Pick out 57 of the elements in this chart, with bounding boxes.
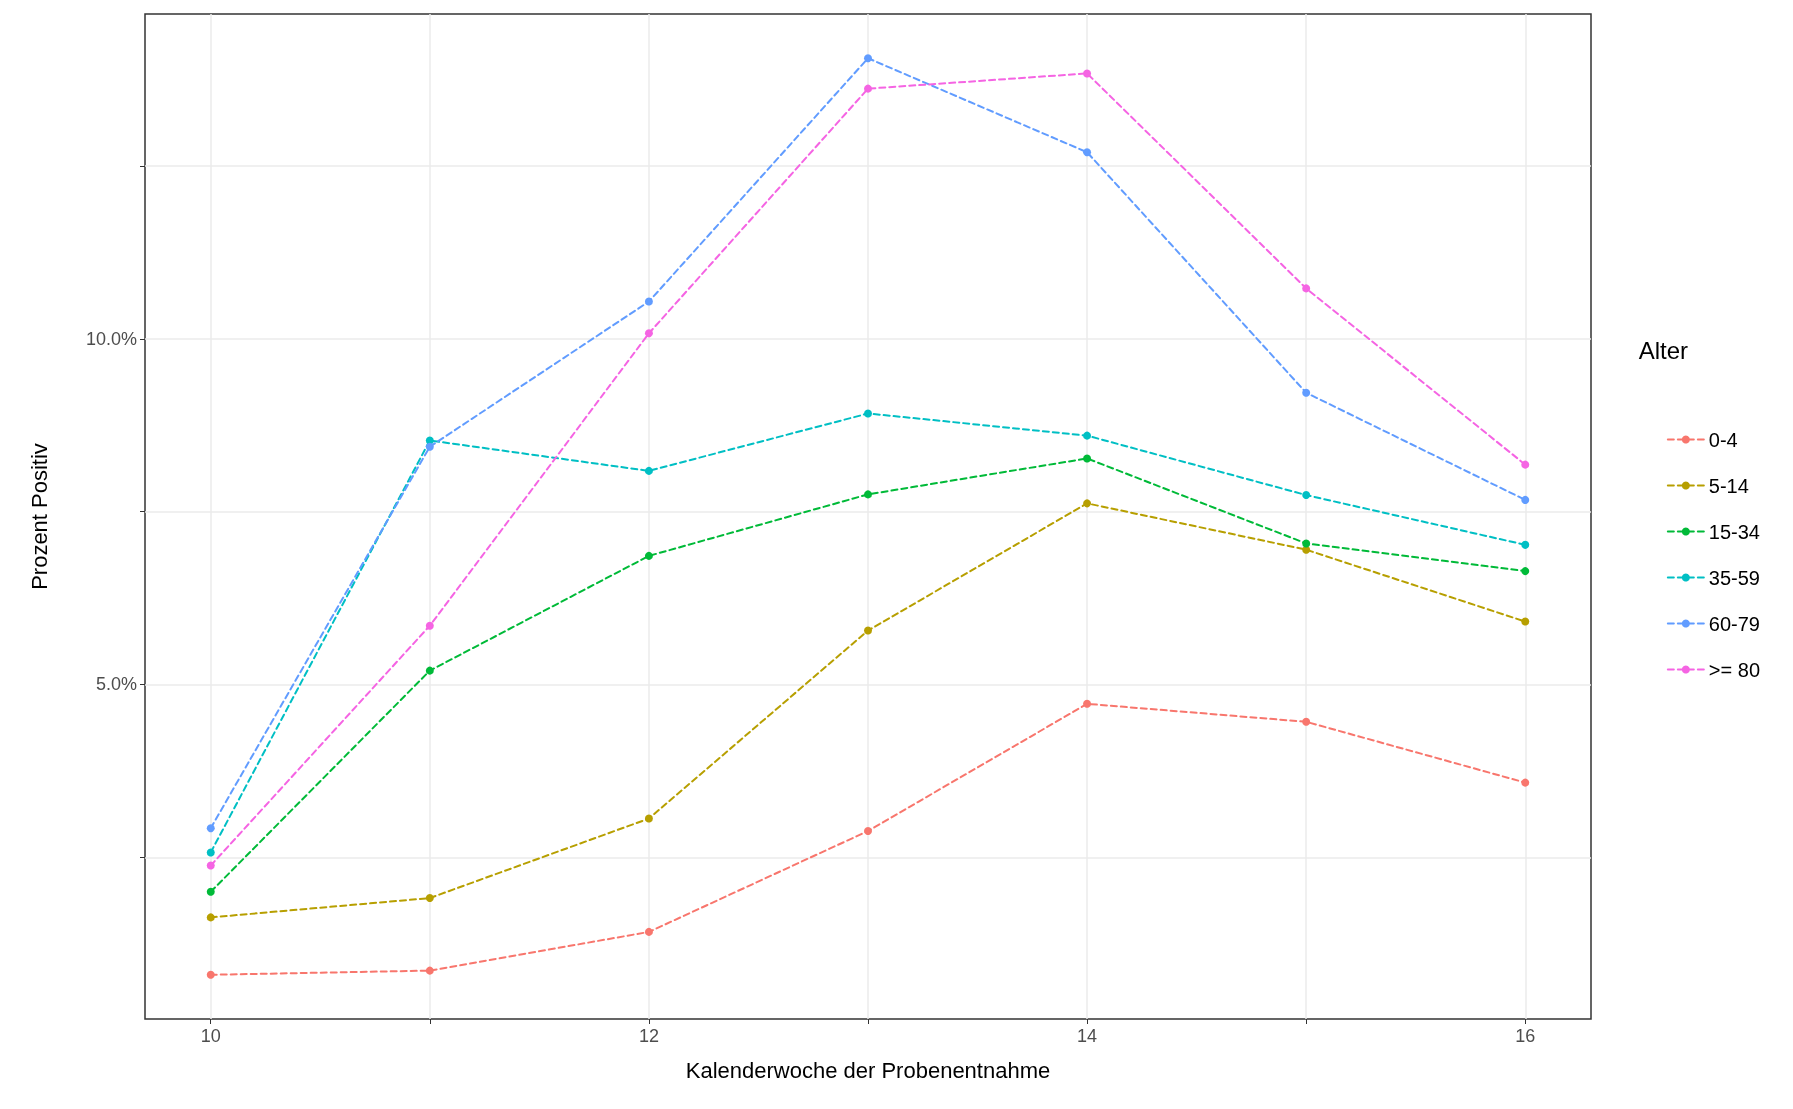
x-tick-label: 10 bbox=[200, 1026, 221, 1046]
legend-label: 0-4 bbox=[1708, 428, 1738, 451]
point bbox=[1083, 431, 1092, 440]
x-tick-label: 12 bbox=[638, 1026, 659, 1046]
legend-label: 15-34 bbox=[1708, 520, 1760, 543]
point bbox=[425, 966, 434, 975]
point bbox=[1302, 545, 1311, 554]
y-tick-label: 5.0% bbox=[95, 674, 137, 695]
legend-label: >= 80 bbox=[1708, 658, 1761, 681]
point bbox=[1521, 460, 1530, 469]
point bbox=[206, 824, 215, 833]
point bbox=[1083, 699, 1092, 708]
point bbox=[206, 887, 215, 896]
point bbox=[644, 329, 653, 338]
point bbox=[644, 814, 653, 823]
point bbox=[1083, 499, 1092, 508]
point bbox=[864, 54, 872, 63]
point bbox=[864, 490, 872, 499]
point bbox=[425, 666, 434, 675]
point bbox=[1302, 491, 1311, 500]
point bbox=[864, 626, 872, 635]
point bbox=[644, 297, 653, 306]
point bbox=[206, 861, 215, 870]
point bbox=[206, 913, 215, 922]
point bbox=[1302, 717, 1311, 726]
legend-label: 35-59 bbox=[1708, 566, 1760, 589]
x-axis-title: Kalenderwoche der Probenentnahme bbox=[685, 1057, 1051, 1083]
point bbox=[1521, 567, 1530, 576]
point bbox=[425, 436, 434, 445]
point bbox=[425, 621, 434, 630]
point bbox=[1083, 148, 1092, 157]
point bbox=[1521, 540, 1530, 549]
point bbox=[1521, 495, 1530, 504]
x-tick-label: 16 bbox=[1515, 1026, 1536, 1046]
y-axis-title: Prozent Positiv bbox=[26, 443, 52, 590]
point bbox=[864, 84, 872, 93]
point bbox=[1521, 617, 1530, 626]
legend-title: Alter bbox=[1638, 336, 1689, 364]
point bbox=[425, 894, 434, 903]
point bbox=[1083, 454, 1092, 463]
x-tick-label: 14 bbox=[1077, 1026, 1098, 1046]
point bbox=[864, 409, 872, 418]
point bbox=[206, 970, 215, 979]
legend-label: 5-14 bbox=[1708, 474, 1749, 497]
legend-label: 60-79 bbox=[1708, 612, 1760, 635]
point bbox=[644, 466, 653, 475]
point bbox=[1302, 388, 1311, 397]
point bbox=[1083, 69, 1092, 78]
point bbox=[1302, 539, 1311, 548]
y-tick-label: 10.0% bbox=[85, 328, 137, 349]
point bbox=[1521, 778, 1530, 787]
point bbox=[644, 927, 653, 936]
point bbox=[206, 848, 215, 857]
point bbox=[425, 442, 434, 451]
point bbox=[1302, 284, 1311, 293]
point bbox=[644, 551, 653, 560]
point bbox=[864, 827, 872, 835]
